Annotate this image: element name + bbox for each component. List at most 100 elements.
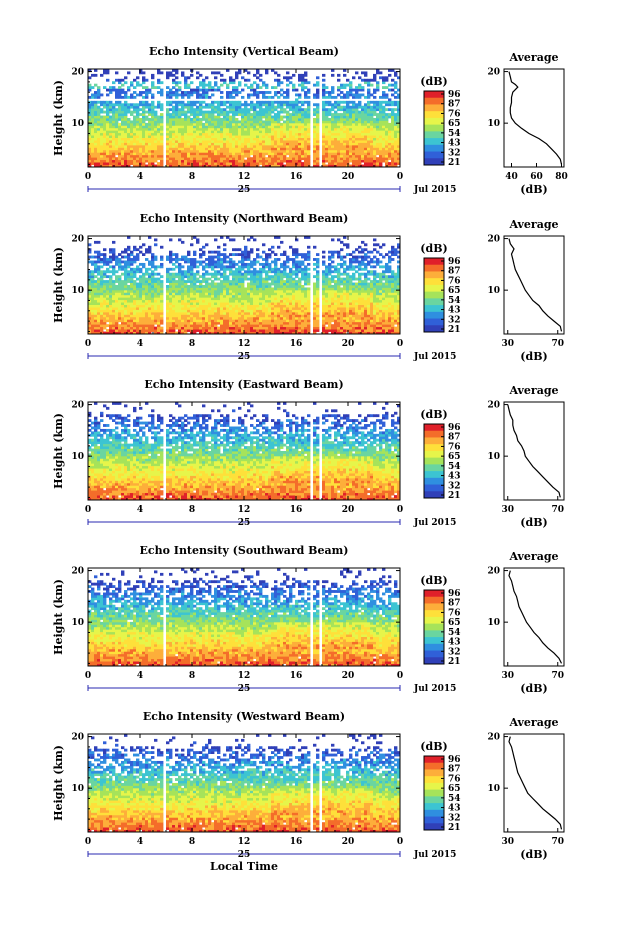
heatmap-cell — [103, 270, 106, 273]
heatmap-cell — [130, 145, 133, 148]
heatmap-cell — [289, 118, 292, 121]
heatmap-cell — [226, 155, 229, 158]
heatmap-cell — [217, 314, 220, 317]
heatmap-cell — [157, 79, 160, 82]
heatmap-cell — [265, 101, 268, 104]
heatmap-cell — [364, 96, 367, 99]
heatmap-cell — [334, 111, 337, 114]
heatmap-cell — [127, 138, 130, 141]
heatmap-cell — [124, 256, 127, 259]
heatmap-cell — [277, 157, 280, 160]
heatmap-cell — [103, 160, 106, 163]
heatmap-cell — [241, 268, 244, 271]
heatmap-cell — [316, 116, 319, 119]
heatmap-cell — [187, 106, 190, 109]
heatmap-cell — [169, 258, 172, 261]
heatmap-cell — [229, 297, 232, 300]
heatmap-cell — [376, 133, 379, 136]
heatmap-cell — [181, 150, 184, 153]
heatmap-cell — [247, 302, 250, 305]
heatmap-cell — [340, 160, 343, 163]
heatmap-cell — [196, 290, 199, 293]
heatmap-cell — [322, 108, 325, 111]
heatmap-cell — [259, 310, 262, 313]
heatmap-cell — [364, 160, 367, 163]
heatmap-cell — [109, 300, 112, 303]
heatmap-cell — [199, 329, 202, 332]
heatmap-cell — [124, 111, 127, 114]
average-x-tick-label: 80 — [555, 172, 568, 182]
heatmap-cell — [226, 290, 229, 293]
heatmap-cell — [226, 285, 229, 288]
heatmap-cell — [178, 324, 181, 327]
heatmap-cell — [109, 280, 112, 283]
heatmap-cell — [250, 138, 253, 141]
heatmap-cell — [100, 258, 103, 261]
heatmap-cell — [190, 157, 193, 160]
heatmap-cell — [385, 138, 388, 141]
heatmap-cell — [88, 261, 91, 264]
heatmap-cell — [175, 152, 178, 155]
heatmap-cell — [235, 305, 238, 308]
heatmap-cell — [283, 147, 286, 150]
heatmap-cell — [172, 268, 175, 271]
heatmap-cell — [139, 305, 142, 308]
heatmap-cell — [121, 292, 124, 295]
heatmap-cell — [238, 322, 241, 325]
heatmap-cell — [178, 300, 181, 303]
heatmap-cell — [259, 157, 262, 160]
heatmap-cell — [367, 162, 370, 165]
heatmap-cell — [382, 155, 385, 158]
heatmap-cell — [265, 103, 268, 106]
heatmap-cell — [316, 130, 319, 133]
heatmap-cell — [112, 143, 115, 146]
heatmap-cell — [103, 155, 106, 158]
heatmap-cell — [136, 140, 139, 143]
heatmap-cell — [241, 108, 244, 111]
heatmap-cell — [217, 160, 220, 163]
heatmap-cell — [235, 268, 238, 271]
heatmap-cell — [241, 280, 244, 283]
heatmap-cell — [130, 278, 133, 281]
heatmap-cell — [256, 322, 259, 325]
heatmap-cell — [244, 302, 247, 305]
heatmap-cell — [226, 283, 229, 286]
heatmap-cell — [133, 317, 136, 320]
heatmap-cell — [184, 292, 187, 295]
heatmap-cell — [262, 135, 265, 138]
heatmap-cell — [370, 162, 373, 165]
heatmap-cell — [157, 312, 160, 315]
heatmap-cell — [202, 285, 205, 288]
heatmap-cell — [106, 133, 109, 136]
heatmap-cell — [169, 89, 172, 92]
heatmap-cell — [166, 138, 169, 141]
heatmap-cell — [295, 128, 298, 131]
heatmap-cell — [193, 319, 196, 322]
heatmap-cell — [304, 96, 307, 99]
heatmap-cell — [283, 123, 286, 126]
heatmap-cell — [352, 133, 355, 136]
heatmap-cell — [292, 86, 295, 89]
heatmap-cell — [202, 160, 205, 163]
heatmap-cell — [178, 118, 181, 121]
heatmap-cell — [211, 268, 214, 271]
heatmap-cell — [361, 116, 364, 119]
heatmap-cell — [307, 160, 310, 163]
heatmap-cell — [199, 319, 202, 322]
heatmap-cell — [130, 135, 133, 138]
heatmap-cell — [121, 140, 124, 143]
heatmap-cell — [322, 140, 325, 143]
heatmap-cell — [259, 263, 262, 266]
heatmap-cell — [109, 275, 112, 278]
heatmap-cell — [121, 133, 124, 136]
heatmap-cell — [256, 278, 259, 281]
heatmap-cell — [301, 133, 304, 136]
heatmap-cell — [277, 91, 280, 94]
heatmap-cell — [196, 145, 199, 148]
heatmap-cell — [325, 91, 328, 94]
heatmap-cell — [112, 145, 115, 148]
heatmap-cell — [181, 103, 184, 106]
heatmap-cell — [274, 162, 277, 165]
heatmap-cell — [349, 145, 352, 148]
